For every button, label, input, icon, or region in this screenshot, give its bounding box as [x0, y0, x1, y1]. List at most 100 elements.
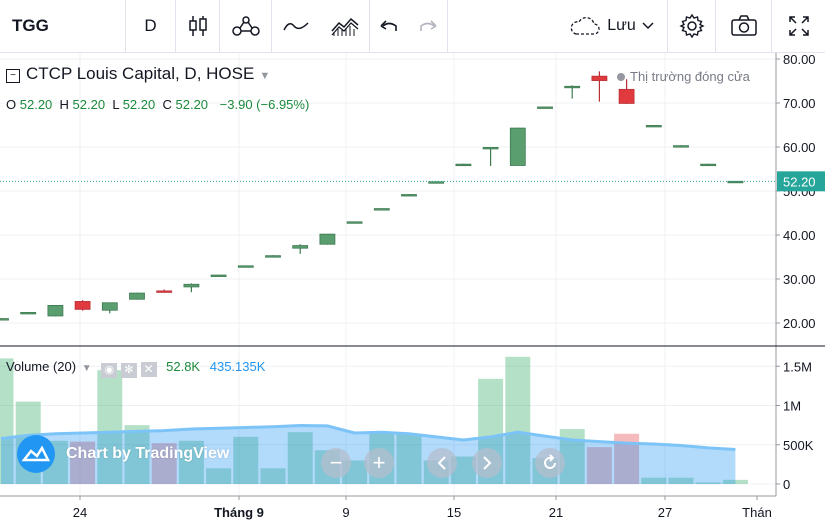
time-tick-label: 24 [73, 505, 87, 520]
price-tick-label: 60.00 [783, 140, 816, 155]
volume-bar [97, 370, 123, 484]
volume-bar [70, 441, 96, 484]
time-tick-label: 15 [447, 505, 461, 520]
price-tick-label: 70.00 [783, 96, 816, 111]
change-value: −3.90 (−6.95%) [219, 97, 310, 112]
open-value: 52.20 [19, 97, 53, 112]
candle-body [74, 301, 91, 310]
zoom-out-button[interactable]: − [321, 448, 351, 478]
candle-body [537, 106, 553, 109]
symbol-label: TGG [12, 16, 49, 35]
candle-body [183, 283, 200, 288]
time-tick-label: 9 [342, 505, 349, 520]
volume-bar [260, 468, 286, 484]
reset-icon [544, 454, 556, 469]
market-status: Thị trường đóng cửa [617, 69, 750, 84]
settings-gear-icon[interactable] [668, 0, 716, 52]
close-icon[interactable]: ✕ [140, 362, 157, 377]
redo-icon[interactable] [408, 0, 448, 52]
volume-tick-label: 1.5M [783, 359, 812, 374]
candle-body [618, 88, 635, 104]
volume-bar [641, 477, 667, 484]
candle-body [428, 181, 445, 184]
symbol-search-button[interactable]: TGG [0, 0, 126, 52]
chevron-right-icon [483, 456, 492, 470]
time-tick-label: 27 [658, 505, 672, 520]
candle-body [292, 245, 309, 249]
gear-icon[interactable]: ✻ [120, 363, 137, 378]
price-tick-label: 80.00 [783, 53, 816, 67]
undo-icon[interactable] [370, 0, 408, 52]
zoom-in-button[interactable]: + [364, 448, 394, 478]
candle-body [129, 292, 145, 300]
candle-body [564, 85, 581, 89]
reset-chart-button[interactable] [535, 448, 565, 478]
candle-body [0, 318, 9, 321]
interval-label: D [144, 16, 157, 35]
volume-title[interactable]: Volume (20) [6, 359, 77, 374]
candle-body [319, 233, 336, 245]
close-value: 52.20 [175, 97, 209, 112]
volume-bar [233, 436, 259, 484]
eye-icon[interactable]: ◉ [101, 363, 118, 378]
time-tick-label: Tháng 9 [214, 505, 264, 520]
candle-body [210, 274, 227, 277]
high-value: 52.20 [72, 97, 106, 112]
indicators-icon[interactable] [220, 0, 272, 52]
volume-bar [151, 443, 177, 484]
volume-tick-label: 1M [783, 399, 801, 414]
high-label: H [59, 97, 69, 112]
ohlc-values: O 52.20 H 52.20 L 52.20 C 52.20 −3.90 (−… [6, 97, 309, 112]
time-tick-label: 21 [549, 505, 563, 520]
volume-tick-label: 500K [783, 438, 814, 453]
volume-bar [695, 482, 721, 484]
candle-body [47, 304, 64, 317]
volume-bar [505, 356, 531, 484]
open-label: O [6, 97, 17, 112]
market-status-label: Thị trường đóng cửa [630, 69, 750, 84]
volume-bar [586, 447, 612, 484]
tradingview-logo-icon [17, 435, 55, 473]
top-toolbar: TGG D Lưu [0, 0, 825, 53]
chevron-down-icon[interactable]: ▼ [81, 363, 92, 374]
chart-legend-title: − CTCP Louis Capital, D, HOSE ▼ [6, 64, 270, 84]
scroll-left-button[interactable] [427, 448, 457, 478]
candles-icon[interactable] [176, 0, 220, 52]
candle-body [401, 194, 417, 197]
candle-body [346, 221, 363, 224]
low-label: L [112, 97, 120, 112]
candle-body [373, 208, 390, 211]
volume-ma-value: 435.135K [209, 359, 266, 374]
save-button[interactable]: Lưu [556, 0, 668, 52]
collapse-legend-icon[interactable]: − [6, 69, 20, 83]
low-value: 52.20 [122, 97, 156, 112]
volume-bar [722, 479, 748, 484]
candle-body [265, 255, 281, 258]
branding-label: Chart by TradingView [66, 445, 230, 462]
scroll-right-button[interactable] [472, 448, 502, 478]
line-chart-icon[interactable] [272, 0, 320, 52]
interval-button[interactable]: D [126, 0, 176, 52]
volume-bar [178, 440, 204, 484]
price-tick-label: 40.00 [783, 228, 816, 243]
candle-body [591, 75, 608, 81]
candle-body [482, 147, 499, 150]
fullscreen-icon[interactable] [772, 0, 825, 52]
candle-body [700, 163, 717, 167]
candle-body [673, 145, 689, 148]
camera-icon[interactable] [716, 0, 772, 52]
status-dot-icon [617, 73, 625, 81]
candle-body [455, 163, 472, 167]
last-price-label: 52.20 [783, 174, 816, 189]
candle-body [101, 302, 118, 311]
volume-tick-label: 0 [783, 477, 790, 492]
price-tick-label: 20.00 [783, 316, 816, 331]
candle-body [20, 312, 37, 315]
chevron-down-icon[interactable]: ▼ [259, 70, 271, 82]
legend-title[interactable]: CTCP Louis Capital, D, HOSE [26, 64, 255, 83]
chevron-left-icon [437, 456, 446, 470]
chevron-down-icon [642, 22, 654, 30]
tradingview-branding[interactable]: Chart by TradingView [16, 435, 230, 473]
compare-icon[interactable] [320, 0, 370, 52]
cloud-icon [570, 16, 600, 35]
